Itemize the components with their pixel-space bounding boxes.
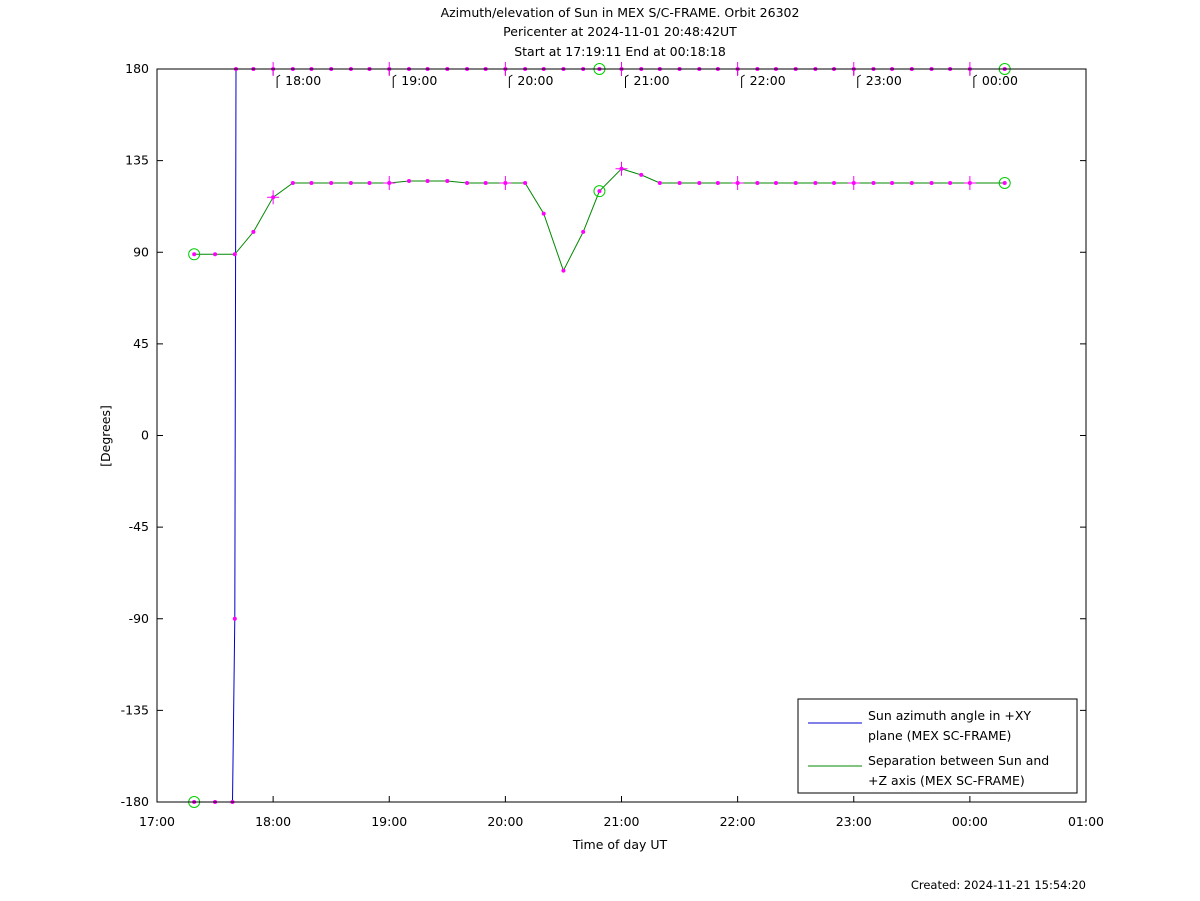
hour-pointer <box>392 74 397 88</box>
hour-pointer <box>508 74 513 88</box>
x-tick-label: 23:00 <box>836 814 872 829</box>
y-tick-label: -180 <box>121 794 149 809</box>
data-point <box>523 181 528 186</box>
data-point <box>657 181 662 186</box>
y-tick-label: -45 <box>129 519 149 534</box>
x-tick-label: 20:00 <box>487 814 523 829</box>
y-tick-label: 0 <box>141 428 149 443</box>
data-point <box>697 181 702 186</box>
data-point <box>425 178 430 183</box>
x-tick-label: 18:00 <box>255 814 291 829</box>
hour-marker-label: 19:00 <box>401 73 437 88</box>
x-tick-label: 21:00 <box>603 814 639 829</box>
plot-area-frame <box>156 68 1087 803</box>
hour-marker-label: 23:00 <box>866 73 902 88</box>
legend-label-azimuth-line-1: Sun azimuth angle in +XY <box>868 708 1031 723</box>
data-point <box>639 172 644 177</box>
data-point <box>232 252 237 257</box>
legend-label-separation-line-2: +Z axis (MEX SC-FRAME) <box>868 773 1025 788</box>
x-tick-label: 19:00 <box>371 814 407 829</box>
data-point <box>232 616 237 621</box>
hour-pointer <box>973 74 978 88</box>
y-axis-label: [Degrees] <box>98 405 113 467</box>
hour-pointer <box>625 74 629 88</box>
legend-box <box>797 698 1078 794</box>
hour-pointer <box>276 74 281 88</box>
data-point <box>561 268 566 273</box>
hour-pointer <box>857 74 862 88</box>
x-axis-label: Time of day UT <box>572 837 668 852</box>
data-point <box>909 181 914 186</box>
data-point-markers <box>188 63 1011 808</box>
highlight-circle-point <box>998 177 1011 190</box>
data-point <box>677 181 682 186</box>
data-point <box>465 181 470 186</box>
legend-label-azimuth-line-2: plane (MEX SC-FRAME) <box>868 728 1011 743</box>
legend: Sun azimuth angle in +XY plane (MEX SC-F… <box>797 698 1078 794</box>
data-point <box>755 181 760 186</box>
series-lines <box>194 68 1005 803</box>
y-tick-label: -135 <box>121 702 149 717</box>
data-point <box>348 181 353 186</box>
hour-marker-label: 21:00 <box>634 73 670 88</box>
data-point <box>251 229 256 234</box>
y-tick-label: 180 <box>125 61 149 76</box>
data-point <box>445 178 450 183</box>
hour-marker-label: 18:00 <box>285 73 321 88</box>
highlight-circle-point <box>593 185 606 198</box>
hour-marker-label: 22:00 <box>750 73 786 88</box>
data-point <box>793 181 798 186</box>
data-point <box>597 189 602 194</box>
axis-ticks <box>156 68 1087 803</box>
data-point <box>929 181 934 186</box>
y-tick-label: 90 <box>133 244 149 259</box>
data-point <box>832 181 837 186</box>
chart-title: Azimuth/elevation of Sun in MEX S/C-FRAM… <box>441 5 800 59</box>
x-axis-tick-labels: 17:00 18:00 19:00 20:00 21:00 22:00 23:00 00:00… <box>139 814 1104 829</box>
data-point <box>213 252 218 257</box>
y-axis-tick-labels: 180 135 90 45 0 -45 -90 -135 -180 <box>121 61 149 809</box>
x-tick-label: 17:00 <box>139 814 175 829</box>
created-timestamp: Created: 2024-11-21 15:54:20 <box>911 878 1086 892</box>
hour-marker-label: 00:00 <box>982 73 1018 88</box>
x-tick-label: 22:00 <box>720 814 756 829</box>
data-point <box>948 181 953 186</box>
hour-pointer <box>741 74 745 88</box>
data-point <box>813 181 818 186</box>
data-point <box>329 181 334 186</box>
data-point <box>290 181 295 186</box>
hour-marker-label: 20:00 <box>517 73 553 88</box>
separation-series-line <box>194 168 1005 272</box>
chart-title-line-2: Pericenter at 2024-11-01 20:48:42UT <box>503 24 737 39</box>
data-point <box>773 181 778 186</box>
y-tick-label: 135 <box>125 153 149 168</box>
legend-label-separation-line-1: Separation between Sun and <box>868 753 1049 768</box>
x-tick-label: 00:00 <box>952 814 988 829</box>
chart-title-line-1: Azimuth/elevation of Sun in MEX S/C-FRAM… <box>441 5 800 20</box>
y-tick-label: -90 <box>129 611 149 626</box>
data-point <box>406 178 411 183</box>
data-point <box>483 181 488 186</box>
data-point <box>541 211 546 216</box>
highlight-circle-point <box>188 248 201 261</box>
data-point <box>715 181 720 186</box>
data-point <box>1002 181 1007 186</box>
data-point <box>871 181 876 186</box>
azimuth-series-line <box>194 68 1005 803</box>
chart-title-line-3: Start at 17:19:11 End at 00:18:18 <box>514 44 726 59</box>
data-point <box>890 181 895 186</box>
data-point <box>309 181 314 186</box>
data-point <box>367 181 372 186</box>
y-tick-label: 45 <box>133 336 149 351</box>
data-point <box>581 229 586 234</box>
x-tick-label: 01:00 <box>1068 814 1104 829</box>
data-point <box>192 252 197 257</box>
